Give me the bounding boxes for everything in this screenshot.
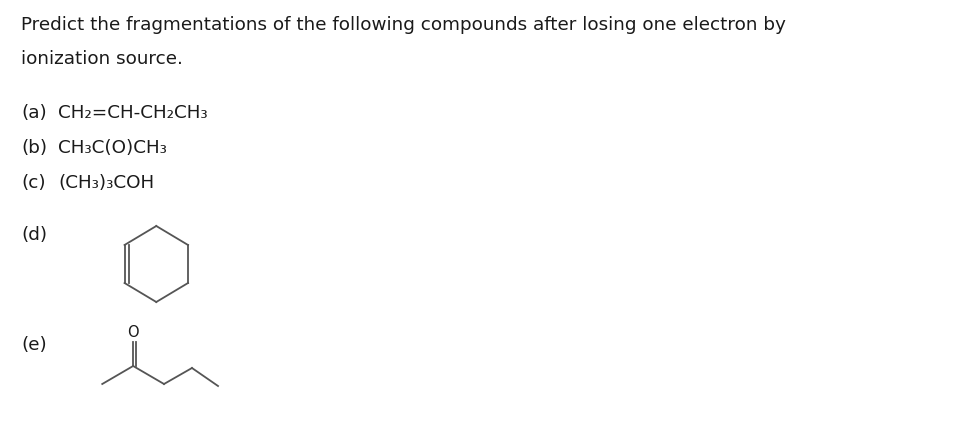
- Text: (CH₃)₃COH: (CH₃)₃COH: [58, 174, 154, 192]
- Text: (c): (c): [21, 174, 46, 192]
- Text: (d): (d): [21, 226, 47, 244]
- Text: (a): (a): [21, 104, 47, 122]
- Text: Predict the fragmentations of the following compounds after losing one electron : Predict the fragmentations of the follow…: [21, 16, 786, 34]
- Text: CH₂=CH-CH₂CH₃: CH₂=CH-CH₂CH₃: [58, 104, 207, 122]
- Text: CH₃C(O)CH₃: CH₃C(O)CH₃: [58, 139, 167, 157]
- Text: (e): (e): [21, 336, 47, 354]
- Text: (b): (b): [21, 139, 47, 157]
- Text: ionization source.: ionization source.: [21, 50, 183, 68]
- Text: O: O: [127, 325, 139, 340]
